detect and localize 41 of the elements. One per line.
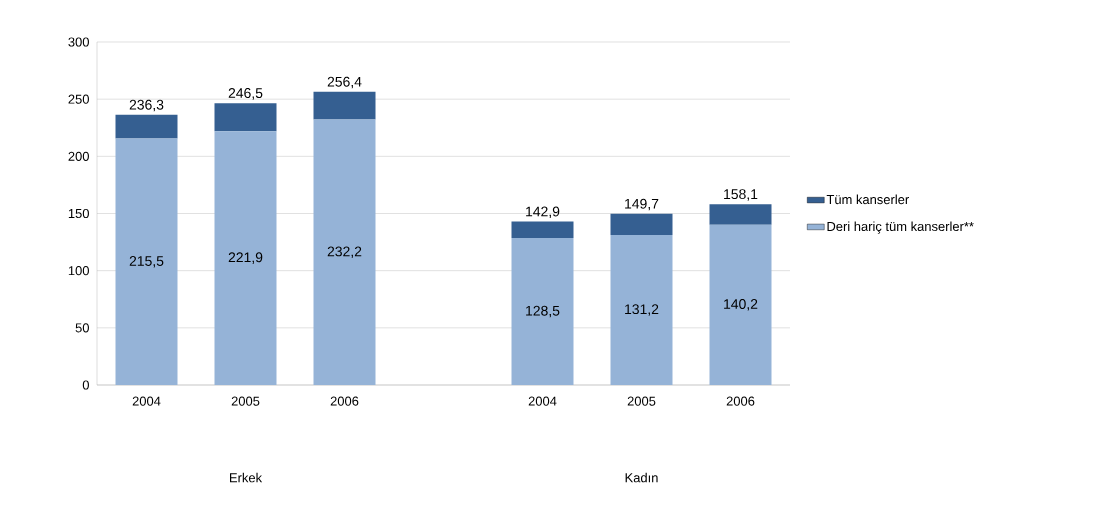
total-label: 246,5	[228, 88, 263, 100]
x-tick-label: 2005	[627, 396, 656, 406]
data-label: 221,9	[228, 252, 263, 264]
data-label: 215,5	[129, 256, 164, 268]
legend-label: Tüm kanserler	[826, 194, 909, 205]
bar	[115, 114, 178, 139]
data-label: 128,5	[526, 305, 560, 318]
x-tick-label: 2004	[528, 396, 557, 406]
total-label: 236,3	[129, 99, 164, 112]
text: Kadın	[625, 472, 658, 483]
bar	[610, 234, 673, 385]
data-label: 232,2	[327, 246, 362, 259]
y-tick-label: 100	[68, 266, 89, 276]
total-label: 149,7	[625, 198, 659, 211]
bar	[214, 103, 277, 132]
bar	[214, 131, 277, 385]
bar	[610, 213, 673, 235]
x-tick-label: 2005	[231, 396, 260, 406]
y-tick-label: 250	[68, 94, 89, 104]
total-label: 142,9	[526, 206, 560, 219]
total-label: 158,1	[724, 189, 758, 201]
data-label: 140,2	[724, 299, 758, 311]
y-tick-label: 0	[82, 380, 89, 390]
y-tick-label: 300	[68, 37, 89, 47]
bar	[511, 238, 574, 385]
x-tick-label: 2006	[330, 396, 359, 406]
bar	[313, 91, 376, 120]
bar	[115, 138, 178, 385]
data-label: 131,2	[625, 304, 659, 316]
x-tick-label: 2004	[132, 396, 161, 406]
bar	[313, 119, 376, 385]
legend-label: Deri hariç tüm kanserler**	[827, 221, 974, 234]
bar	[511, 221, 574, 239]
text: Erkek	[230, 472, 263, 483]
y-tick-label: 200	[68, 151, 89, 161]
y-tick-label: 50	[75, 323, 89, 333]
total-label: 256,4	[327, 76, 362, 89]
bar	[709, 224, 772, 385]
x-tick-label: 2006	[726, 396, 755, 406]
bar	[709, 204, 772, 225]
y-tick-label: 150	[68, 208, 89, 219]
